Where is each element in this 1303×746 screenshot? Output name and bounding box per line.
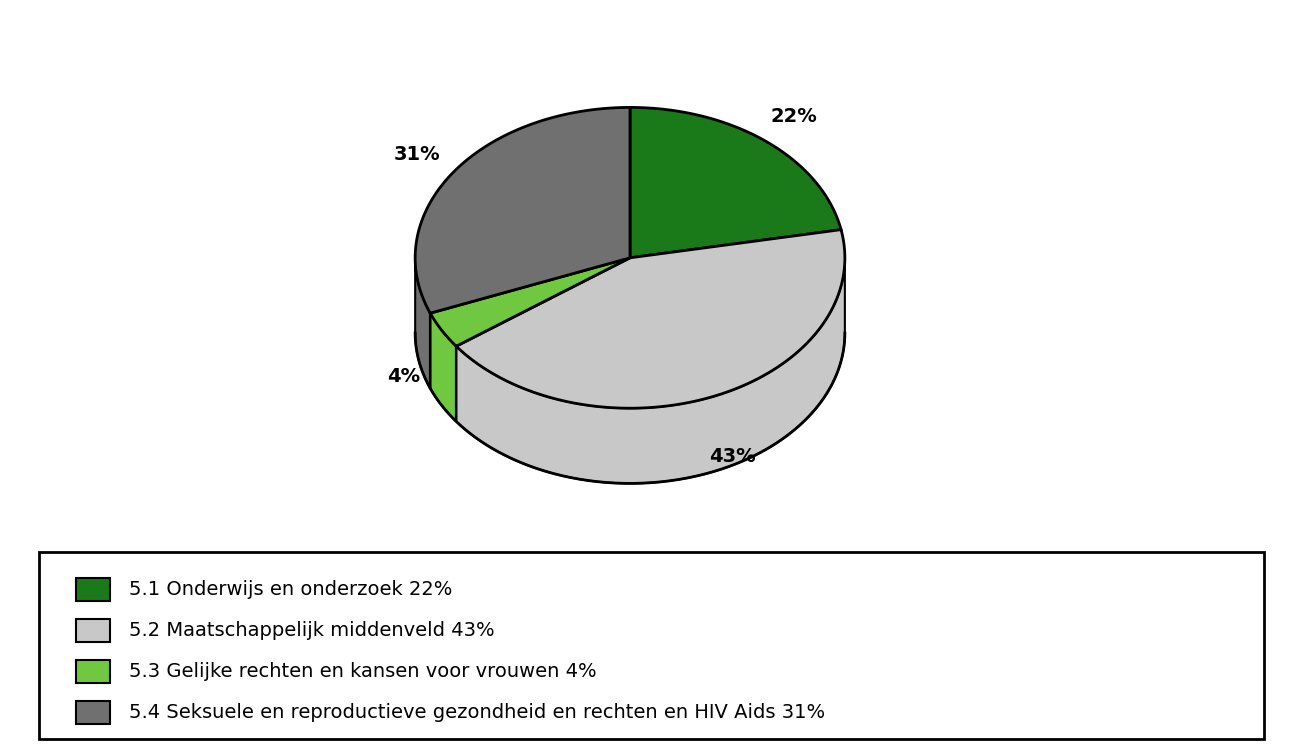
Text: 43%: 43% bbox=[709, 447, 756, 466]
Text: 5.1 Onderwijs en onderzoek 22%: 5.1 Onderwijs en onderzoek 22% bbox=[129, 580, 452, 599]
Polygon shape bbox=[631, 107, 840, 258]
Polygon shape bbox=[456, 230, 844, 408]
FancyBboxPatch shape bbox=[76, 578, 111, 601]
Polygon shape bbox=[430, 258, 631, 346]
Text: 5.4 Seksuele en reproductieve gezondheid en rechten en HIV Aids 31%: 5.4 Seksuele en reproductieve gezondheid… bbox=[129, 703, 825, 722]
Polygon shape bbox=[416, 107, 631, 313]
Text: 5.2 Maatschappelijk middenveld 43%: 5.2 Maatschappelijk middenveld 43% bbox=[129, 621, 494, 640]
Text: 22%: 22% bbox=[771, 107, 818, 126]
Text: 4%: 4% bbox=[387, 367, 421, 386]
FancyBboxPatch shape bbox=[39, 552, 1264, 739]
Polygon shape bbox=[416, 258, 430, 389]
FancyBboxPatch shape bbox=[76, 701, 111, 724]
Polygon shape bbox=[430, 313, 456, 421]
FancyBboxPatch shape bbox=[76, 619, 111, 642]
Polygon shape bbox=[456, 258, 844, 483]
Text: 31%: 31% bbox=[394, 145, 440, 164]
Text: 5.3 Gelijke rechten en kansen voor vrouwen 4%: 5.3 Gelijke rechten en kansen voor vrouw… bbox=[129, 662, 597, 681]
FancyBboxPatch shape bbox=[76, 660, 111, 683]
